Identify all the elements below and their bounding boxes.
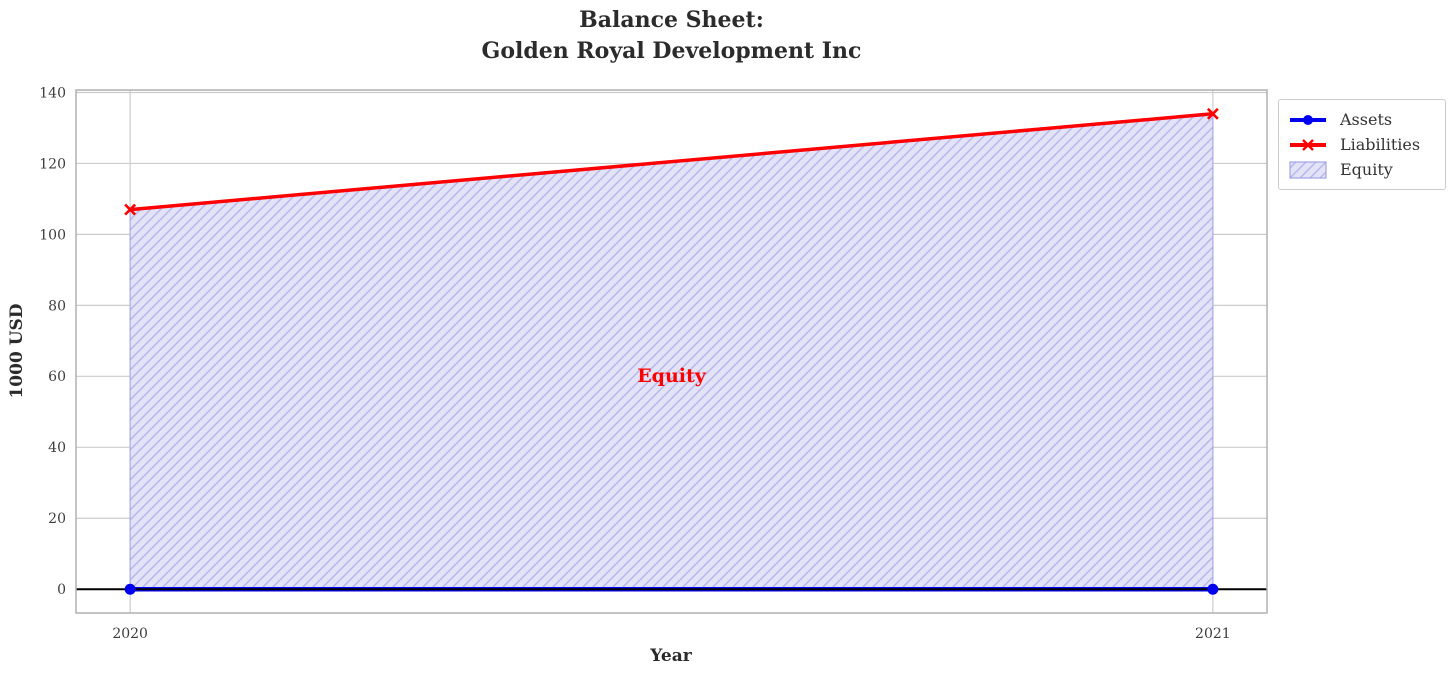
y-tick-label: 0 [57, 582, 66, 598]
y-tick-label: 60 [48, 369, 66, 385]
y-tick-label: 80 [48, 298, 66, 314]
legend-item-equity: Equity [1288, 157, 1436, 182]
axis-border [75, 89, 1268, 614]
liabilities-marker [1206, 107, 1219, 120]
y-tick-label: 100 [39, 227, 66, 243]
liabilities-line [129, 112, 1214, 212]
y-tick-label: 40 [48, 440, 66, 456]
chart-title: Balance Sheet: Golden Royal Development … [481, 7, 862, 64]
y-tick-label: 20 [48, 511, 66, 527]
legend-label-liabilities: Liabilities [1340, 135, 1421, 154]
equity-patch-swatch [1289, 160, 1327, 179]
legend-item-liabilities: Liabilities [1288, 132, 1436, 157]
liabilities-marker [124, 203, 137, 216]
liabilities-line-swatch [1290, 138, 1326, 151]
equity-area-label: Equity [637, 365, 706, 388]
assets-marker [1207, 583, 1219, 595]
legend-label-equity: Equity [1340, 160, 1393, 179]
x-tick-label: 2021 [1195, 626, 1231, 642]
assets-marker [124, 583, 136, 595]
assets-line-swatch [1290, 114, 1326, 125]
legend-item-assets: Assets [1288, 107, 1436, 132]
x-tick-label: 2020 [112, 626, 148, 642]
y-tick-label: 140 [39, 85, 66, 101]
legend-label-assets: Assets [1340, 110, 1393, 129]
x-axis-title: Year [650, 646, 692, 666]
y-tick-label: 120 [39, 156, 66, 172]
legend: Assets Liabilities Equity [1278, 99, 1446, 190]
y-axis-title: 1000 USD [7, 303, 27, 399]
